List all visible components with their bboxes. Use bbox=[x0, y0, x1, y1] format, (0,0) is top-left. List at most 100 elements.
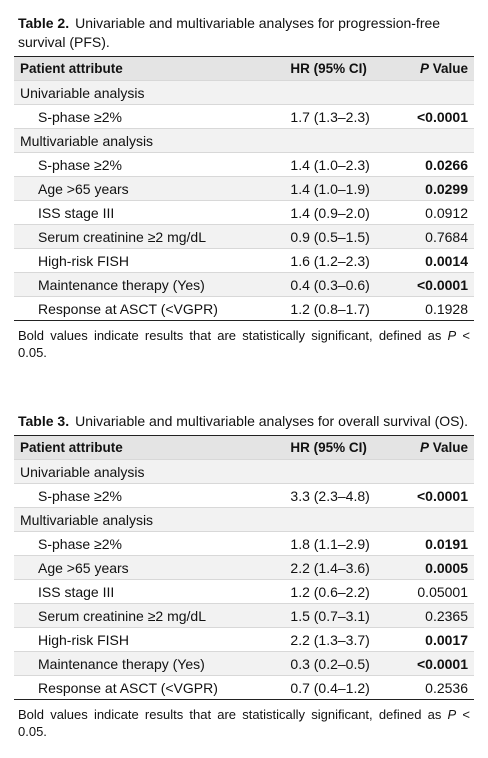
table-row: S-phase ≥2% 3.3 (2.3–4.8) <0.0001 bbox=[14, 483, 474, 508]
table-row: High-risk FISH 1.6 (1.2–2.3) 0.0014 bbox=[14, 248, 474, 273]
cell-attribute: High-risk FISH bbox=[38, 252, 130, 269]
table-2: Table 2. Univariable and multivariable an… bbox=[14, 14, 474, 361]
cell-p-value: 0.0014 bbox=[425, 252, 468, 269]
cell-hr: 1.4 (0.9–2.0) bbox=[290, 204, 370, 221]
section-row: Multivariable analysis bbox=[14, 128, 474, 153]
table-label: Table 3. bbox=[18, 413, 70, 429]
header-row: Patient attribute HR (95% CI) P Value bbox=[14, 57, 474, 81]
cell-p-value: 0.0191 bbox=[425, 535, 468, 552]
cell-hr: 3.3 (2.3–4.8) bbox=[290, 487, 370, 504]
cell-attribute: Response at ASCT (<VGPR) bbox=[38, 300, 218, 317]
header-p-value: P Value bbox=[411, 57, 474, 81]
header-row: Patient attribute HR (95% CI) P Value bbox=[14, 436, 474, 460]
table-row: ISS stage III 1.2 (0.6–2.2) 0.05001 bbox=[14, 579, 474, 604]
table-row: S-phase ≥2% 1.8 (1.1–2.9) 0.0191 bbox=[14, 531, 474, 556]
section-label: Univariable analysis bbox=[20, 463, 145, 480]
cell-p-value: 0.0005 bbox=[425, 559, 468, 576]
section-row: Univariable analysis bbox=[14, 459, 474, 484]
cell-attribute: High-risk FISH bbox=[38, 631, 130, 648]
cell-p-value: <0.0001 bbox=[417, 108, 468, 125]
table-footnote: Bold values indicate results that are st… bbox=[14, 700, 474, 740]
table-3: Table 3. Univariable and multivariable an… bbox=[14, 412, 474, 740]
caption-text: Univariable and multivariable analyses f… bbox=[75, 413, 469, 429]
cell-hr: 1.8 (1.1–2.9) bbox=[290, 535, 370, 552]
results-table: Patient attribute HR (95% CI) P Value Un… bbox=[14, 436, 474, 700]
section-row: Multivariable analysis bbox=[14, 507, 474, 532]
table-row: Serum creatinine ≥2 mg/dL 1.5 (0.7–3.1) 0.… bbox=[14, 603, 474, 628]
header-p-rest: Value bbox=[428, 61, 468, 76]
table-row: Serum creatinine ≥2 mg/dL 0.9 (0.5–1.5) 0.… bbox=[14, 224, 474, 249]
header-p-value: P Value bbox=[411, 436, 474, 460]
table-footnote: Bold values indicate results that are st… bbox=[14, 321, 474, 361]
footnote-tail: < 0.05. bbox=[18, 707, 470, 739]
section-label: Multivariable analysis bbox=[20, 132, 154, 149]
table-row: Age >65 years 1.4 (1.0–1.9) 0.0299 bbox=[14, 176, 474, 201]
table-caption: Table 3. Univariable and multivariable an… bbox=[14, 412, 474, 436]
section-label: Multivariable analysis bbox=[20, 511, 154, 528]
cell-p-value: 0.7684 bbox=[425, 228, 468, 245]
header-hr: HR (95% CI) bbox=[290, 440, 367, 455]
table-body: Univariable analysis S-phase ≥2% 1.7 (1.3–… bbox=[14, 80, 474, 321]
cell-hr: 1.4 (1.0–1.9) bbox=[290, 180, 370, 197]
cell-hr: 1.6 (1.2–2.3) bbox=[290, 252, 370, 269]
cell-hr: 0.4 (0.3–0.6) bbox=[290, 276, 370, 293]
footnote-text: Bold values indicate results that are st… bbox=[18, 328, 448, 343]
cell-attribute: Maintenance therapy (Yes) bbox=[38, 655, 205, 672]
cell-hr: 2.2 (1.3–3.7) bbox=[290, 631, 370, 648]
header-p-rest: Value bbox=[428, 440, 468, 455]
cell-attribute: S-phase ≥2% bbox=[38, 156, 122, 173]
cell-p-value: 0.05001 bbox=[417, 583, 468, 600]
cell-attribute: ISS stage III bbox=[38, 583, 115, 600]
section-row: Univariable analysis bbox=[14, 80, 474, 105]
results-table: Patient attribute HR (95% CI) P Value Un… bbox=[14, 57, 474, 321]
table-row: Age >65 years 2.2 (1.4–3.6) 0.0005 bbox=[14, 555, 474, 580]
cell-p-value: 0.0266 bbox=[425, 156, 468, 173]
cell-hr: 1.5 (0.7–3.1) bbox=[290, 607, 370, 624]
table-row: S-phase ≥2% 1.7 (1.3–2.3) <0.0001 bbox=[14, 104, 474, 129]
header-hr: HR (95% CI) bbox=[290, 61, 367, 76]
table-caption: Table 2. Univariable and multivariable an… bbox=[14, 14, 474, 57]
cell-attribute: Response at ASCT (<VGPR) bbox=[38, 679, 218, 696]
cell-attribute: Maintenance therapy (Yes) bbox=[38, 276, 205, 293]
cell-hr: 1.4 (1.0–2.3) bbox=[290, 156, 370, 173]
cell-attribute: S-phase ≥2% bbox=[38, 108, 122, 125]
cell-hr: 1.7 (1.3–2.3) bbox=[290, 108, 370, 125]
footnote-p-italic: P bbox=[447, 707, 457, 722]
table-row: Response at ASCT (<VGPR) 1.2 (0.8–1.7) 0.1… bbox=[14, 296, 474, 321]
table-row: High-risk FISH 2.2 (1.3–3.7) 0.0017 bbox=[14, 627, 474, 652]
cell-p-value: 0.1928 bbox=[425, 300, 468, 317]
cell-hr: 0.9 (0.5–1.5) bbox=[290, 228, 370, 245]
cell-attribute: S-phase ≥2% bbox=[38, 487, 122, 504]
cell-attribute: Age >65 years bbox=[38, 559, 129, 576]
cell-p-value: <0.0001 bbox=[417, 655, 468, 672]
table-row: Maintenance therapy (Yes) 0.4 (0.3–0.6) <0… bbox=[14, 272, 474, 297]
cell-p-value: 0.0299 bbox=[425, 180, 468, 197]
cell-p-value: 0.2536 bbox=[425, 679, 468, 696]
header-attribute: Patient attribute bbox=[20, 440, 123, 455]
header-attribute: Patient attribute bbox=[20, 61, 123, 76]
table-row: S-phase ≥2% 1.4 (1.0–2.3) 0.0266 bbox=[14, 152, 474, 177]
cell-p-value: 0.0912 bbox=[425, 204, 468, 221]
cell-attribute: Age >65 years bbox=[38, 180, 129, 197]
header-p-italic: P bbox=[419, 61, 429, 76]
caption-text: Univariable and multivariable analyses f… bbox=[18, 15, 441, 50]
table-body: Univariable analysis S-phase ≥2% 3.3 (2.3–… bbox=[14, 459, 474, 700]
cell-attribute: Serum creatinine ≥2 mg/dL bbox=[38, 607, 206, 624]
footnote-tail: < 0.05. bbox=[18, 328, 470, 360]
footnote-text: Bold values indicate results that are st… bbox=[18, 707, 448, 722]
header-p-italic: P bbox=[419, 440, 429, 455]
cell-hr: 0.3 (0.2–0.5) bbox=[290, 655, 370, 672]
table-label: Table 2. bbox=[18, 15, 70, 31]
table-row: ISS stage III 1.4 (0.9–2.0) 0.0912 bbox=[14, 200, 474, 225]
cell-p-value: 0.0017 bbox=[425, 631, 468, 648]
cell-attribute: ISS stage III bbox=[38, 204, 115, 221]
cell-hr: 2.2 (1.4–3.6) bbox=[290, 559, 370, 576]
cell-attribute: S-phase ≥2% bbox=[38, 535, 122, 552]
section-label: Univariable analysis bbox=[20, 84, 145, 101]
cell-hr: 0.7 (0.4–1.2) bbox=[290, 679, 370, 696]
footnote-p-italic: P bbox=[447, 328, 457, 343]
cell-attribute: Serum creatinine ≥2 mg/dL bbox=[38, 228, 206, 245]
cell-p-value: 0.2365 bbox=[425, 607, 468, 624]
table-row: Maintenance therapy (Yes) 0.3 (0.2–0.5) <0… bbox=[14, 651, 474, 676]
cell-hr: 1.2 (0.6–2.2) bbox=[290, 583, 370, 600]
